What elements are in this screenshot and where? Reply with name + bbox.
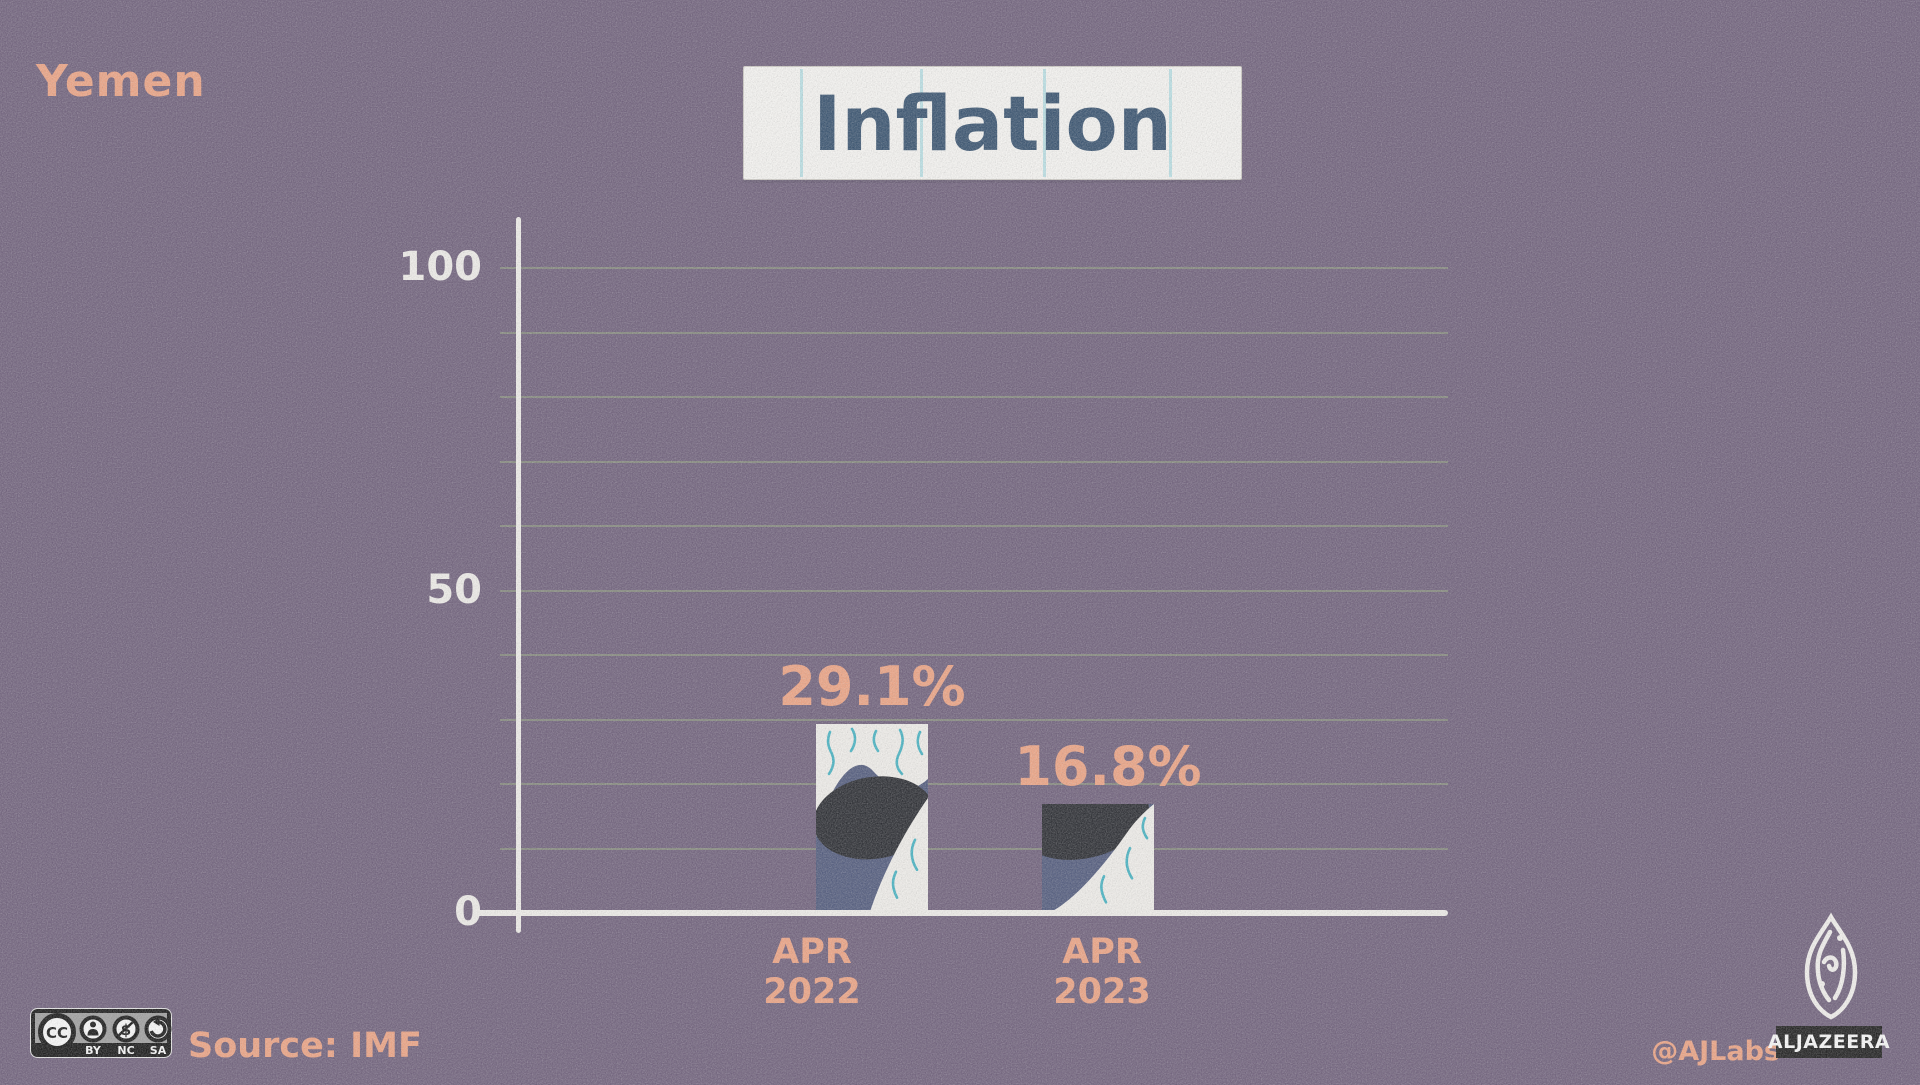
y-tick-label: 100 — [398, 244, 483, 290]
cc-license-icons: CC $ BY NC SA — [30, 1008, 172, 1058]
sa-label: SA — [150, 1044, 167, 1057]
sa-arrow-icon — [144, 1015, 172, 1043]
bar-category-label: APR 2022 — [763, 932, 861, 1012]
ajlabs-handle: @AJLabs — [1651, 1036, 1780, 1067]
by-person-icon — [79, 1015, 107, 1043]
bar-value-label: 29.1% — [778, 655, 966, 719]
nc-label: NC — [117, 1044, 134, 1057]
aljazeera-flame-icon — [1804, 912, 1858, 1020]
cc-icon: CC — [38, 1013, 76, 1051]
bar-category-label: APR 2023 — [1053, 932, 1151, 1012]
nc-dollar-icon: $ — [112, 1015, 140, 1043]
cc-license-badge: CC $ BY NC SA — [30, 1008, 172, 1058]
source-label: Source: IMF — [188, 1026, 422, 1066]
svg-text:CC: CC — [46, 1024, 68, 1042]
aljazeera-wordmark: ALJAZEERA — [1768, 1026, 1890, 1058]
y-tick-label: 0 — [454, 889, 482, 935]
by-label: BY — [85, 1044, 102, 1057]
bar-value-label: 16.8% — [1014, 734, 1202, 798]
y-tick-label: 50 — [426, 566, 482, 613]
